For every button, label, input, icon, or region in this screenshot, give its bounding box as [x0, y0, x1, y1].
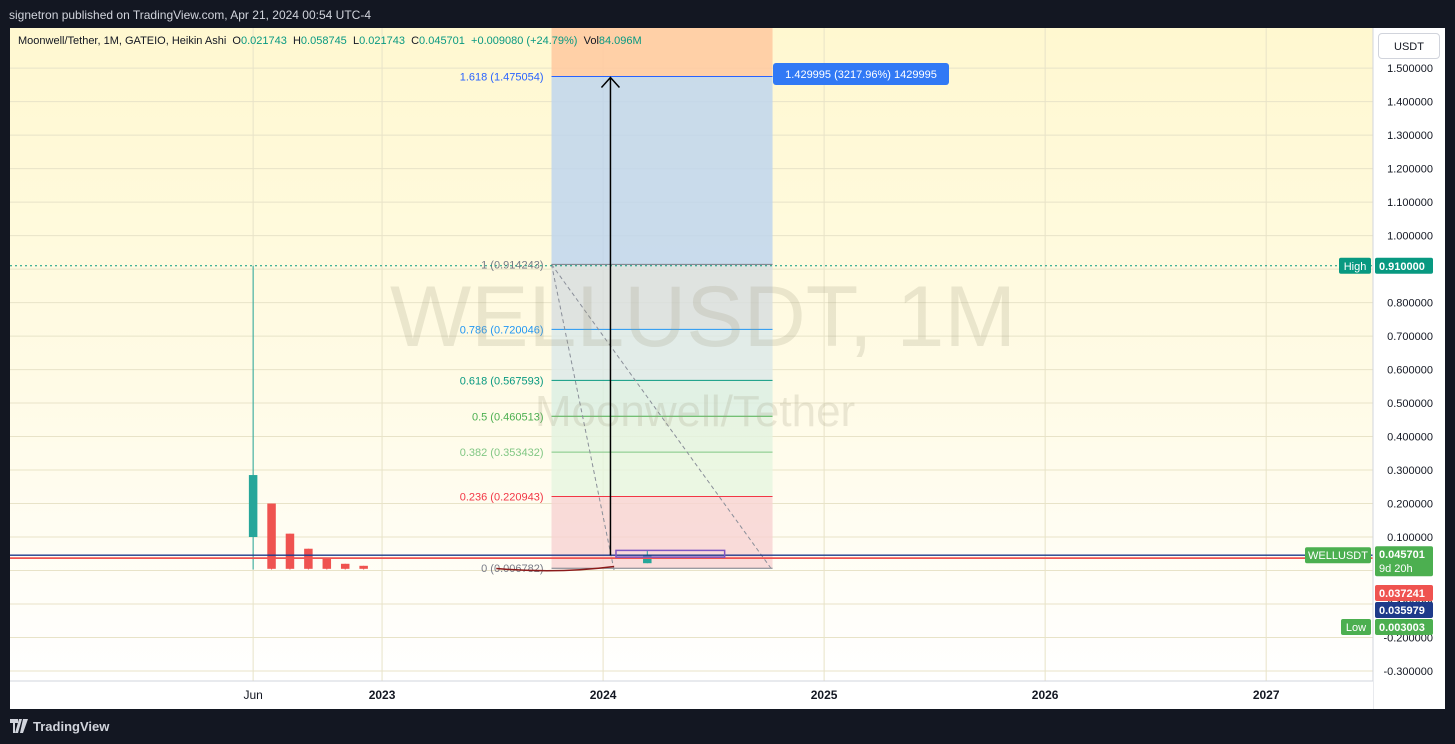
legend-low-label: L: [352, 35, 360, 47]
symbol-price-tag-box: [1375, 546, 1433, 577]
legend-symbol: Moonwell/Tether, 1M, GATEIO, Heikin Ashi: [18, 35, 227, 47]
y-tick-label: 1.000000: [1387, 231, 1433, 243]
watermark-name: Moonwell/Tether: [535, 387, 855, 436]
legend-close: 0.045701: [419, 35, 465, 47]
tradingview-logo-icon: [10, 719, 28, 733]
fib-zone: [551, 264, 773, 330]
y-tick-label: 0.300000: [1387, 465, 1433, 477]
y-tick-label: 0.100000: [1387, 532, 1433, 544]
x-tick-label: 2026: [1032, 688, 1059, 702]
time-axis: [10, 681, 1373, 709]
x-tick-label: 2024: [590, 688, 617, 702]
low-tag-label-box: [1341, 619, 1371, 635]
fib-level-label: 1 (0.914243): [481, 259, 543, 271]
candle-body: [340, 563, 350, 569]
measure-arrowhead: [600, 76, 621, 89]
fib-level-label: 1.618 (1.475054): [460, 72, 544, 84]
y-tick-label: 0.200000: [1387, 499, 1433, 511]
legend-open: 0.021743: [240, 35, 287, 47]
currency-button[interactable]: USDT: [1378, 33, 1440, 59]
y-tick-label: 0.500000: [1387, 398, 1433, 410]
red-price-tag: 0.037241: [1379, 588, 1425, 600]
fib-trend-line: [551, 264, 615, 571]
low-price-tag-box: [1375, 619, 1433, 635]
red-price-tag-box: [1375, 585, 1433, 601]
fib-level-label: 0.618 (0.567593): [460, 375, 544, 387]
candle-body: [643, 555, 652, 564]
header-bar: signetron published on TradingView.com, …: [0, 0, 1455, 28]
high-tag-label-box: [1339, 257, 1371, 274]
chart-frame[interactable]: 1.618 (1.475054) 1 (0.914243) 0.786 (0.720…: [10, 28, 1445, 709]
y-tick-label: 0.600000: [1387, 365, 1433, 377]
fib-level-label: 0.5 (0.460513): [472, 411, 544, 423]
footer-brand: TradingView: [33, 719, 110, 734]
fib-extension-zone: [551, 28, 773, 77]
x-tick-label: 2025: [811, 688, 838, 702]
candle-body: [248, 475, 258, 538]
blue-price-tag-box: [1375, 602, 1433, 618]
trend-curve: [496, 565, 615, 572]
price-chart[interactable]: 1.618 (1.475054) 1 (0.914243) 0.786 (0.720…: [10, 28, 1445, 709]
blue-price-tag: 0.035979: [1379, 605, 1425, 617]
annotation-box: [615, 549, 726, 558]
y-tick-label: 1.300000: [1387, 130, 1433, 142]
y-tick-label: 0.800000: [1387, 298, 1433, 310]
published-info: signetron published on TradingView.com, …: [9, 8, 372, 22]
candle-body: [322, 558, 332, 569]
symbol-tag-label: WELLUSDT: [1308, 550, 1368, 562]
y-tick-label: 1.500000: [1387, 63, 1433, 75]
legend-high-label: H: [292, 35, 301, 47]
y-tick-label: 0.400000: [1387, 432, 1433, 444]
y-tick-label: -0.300000: [1383, 666, 1433, 678]
fib-zone: [551, 329, 773, 381]
legend-close-label: C: [411, 35, 420, 47]
legend-volume-label: Vol: [583, 35, 599, 47]
measure-label-box: [773, 63, 949, 85]
low-tag-label: Low: [1346, 622, 1366, 634]
symbol-legend: Moonwell/Tether, 1M, GATEIO, Heikin Ashi…: [18, 35, 642, 47]
fib-zone: [551, 452, 773, 497]
legend-open-label: O: [232, 35, 241, 47]
fib-level-label: 0.382 (0.353432): [460, 447, 544, 459]
y-tick-label: 1.200000: [1387, 164, 1433, 176]
x-tick-label: Jun: [243, 688, 262, 702]
measure-label: 1.429995 (3217.96%) 1429995: [785, 69, 937, 81]
candle-body: [267, 503, 276, 569]
symbol-tag-label-box: [1305, 547, 1371, 564]
candle-body: [285, 533, 295, 569]
y-tick-label: 1.400000: [1387, 97, 1433, 109]
x-tick-label: 2023: [369, 688, 396, 702]
footer-bar: TradingView: [0, 709, 1455, 744]
fib-level-label: 0.236 (0.220943): [460, 492, 544, 504]
high-price-tag: 0.910000: [1379, 261, 1425, 273]
legend-volume: 84.096M: [598, 35, 642, 47]
candle-body: [359, 565, 368, 569]
fib-zone: [551, 380, 773, 417]
high-tag-label: High: [1344, 261, 1367, 273]
countdown-tag: 9d 20h: [1379, 563, 1413, 575]
fib-level-label: 0.786 (0.720046): [460, 324, 544, 336]
fib-zone: [551, 496, 773, 569]
fib-zone: [551, 76, 773, 265]
low-price-tag: 0.003003: [1379, 622, 1425, 634]
x-tick-label: 2027: [1253, 688, 1280, 702]
legend-change: +0.009080 (+24.79%): [471, 35, 578, 47]
symbol-price-tag: 0.045701: [1379, 549, 1425, 561]
high-price-tag-box: [1375, 257, 1433, 274]
y-tick-label: -0.200000: [1383, 632, 1433, 644]
watermark-symbol: WELLUSDT, 1M: [390, 269, 1016, 365]
legend-high: 0.058745: [300, 35, 347, 47]
legend-low: 0.021743: [359, 35, 405, 47]
y-tick-label: 0.700000: [1387, 331, 1433, 343]
y-tick-label: 1.100000: [1387, 197, 1433, 209]
